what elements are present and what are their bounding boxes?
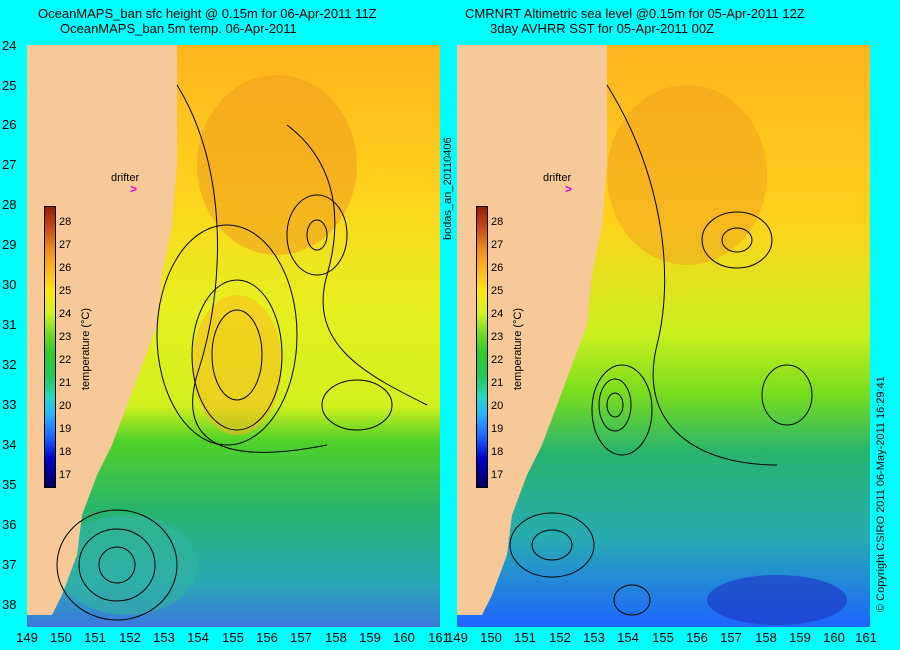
lon-tick: 160 (823, 630, 845, 645)
colorbar-tick: 27 (59, 239, 72, 251)
right-map-svg: > (457, 45, 870, 627)
colorbar-left-label: temperature (°C) (80, 307, 92, 390)
colorbar-tick: 18 (491, 446, 504, 458)
lon-tick: 157 (720, 630, 742, 645)
lon-tick: 157 (290, 630, 312, 645)
warm-current-core (197, 75, 357, 255)
colorbar-tick: 27 (491, 239, 504, 251)
colorbar-tick: 28 (59, 216, 72, 228)
lat-tick: 34 (2, 437, 17, 452)
lon-tick: 155 (222, 630, 244, 645)
lon-tick: 153 (583, 630, 605, 645)
lat-tick: 37 (2, 557, 17, 572)
cool-eddy (57, 515, 197, 615)
lat-tick: 38 (2, 597, 17, 612)
left-title-line2: OceanMAPS_ban 5m temp. 06-Apr-2011 (60, 21, 297, 36)
left-title-line1: OceanMAPS_ban sfc height @ 0.15m for 06-… (38, 6, 377, 21)
colorbar-tick: 18 (59, 446, 72, 458)
cold-water-patch (707, 575, 847, 625)
sea-height-contours (56, 84, 428, 621)
colorbar-tick: 17 (491, 469, 504, 481)
drifter-label-right: drifter (543, 172, 572, 184)
lon-tick: 153 (153, 630, 175, 645)
colorbar-tick: 28 (491, 216, 504, 228)
lat-tick: 31 (2, 317, 17, 332)
lat-tick: 27 (2, 157, 17, 172)
lat-tick: 35 (2, 477, 17, 492)
land-mass (457, 45, 607, 615)
lon-tick: 156 (256, 630, 278, 645)
lon-tick: 156 (686, 630, 708, 645)
colorbar-right-label: temperature (°C) (512, 307, 524, 390)
drifter-marker-left: > (130, 182, 137, 196)
lon-tick: 158 (755, 630, 777, 645)
sea-level-contours (509, 84, 813, 616)
colorbar-tick: 24 (491, 308, 504, 320)
lat-tick: 29 (2, 237, 17, 252)
lon-tick: 158 (325, 630, 347, 645)
lon-tick: 150 (480, 630, 502, 645)
right-map-panel: > (457, 45, 870, 627)
colorbar-tick: 21 (491, 377, 504, 389)
lat-tick: 33 (2, 397, 17, 412)
colorbar-tick: 23 (59, 331, 72, 343)
colorbar-tick: 17 (59, 469, 72, 481)
land-mass (27, 45, 177, 615)
drifter-marker-right: > (565, 182, 572, 196)
lon-tick: 154 (187, 630, 209, 645)
left-map-panel: > (27, 45, 440, 627)
lon-tick: 154 (617, 630, 639, 645)
lon-tick: 151 (514, 630, 536, 645)
colorbar-tick: 19 (59, 423, 72, 435)
colorbar-tick: 21 (59, 377, 72, 389)
lon-tick: 155 (652, 630, 674, 645)
lon-tick: 152 (119, 630, 141, 645)
lon-tick: 159 (359, 630, 381, 645)
analysis-run-label: bodas_an_20110406 (442, 137, 454, 240)
colorbar-right (476, 206, 488, 488)
lon-tick: 160 (393, 630, 415, 645)
colorbar-tick: 26 (59, 262, 72, 274)
lat-tick: 25 (2, 78, 17, 93)
warm-eddy (192, 295, 282, 435)
colorbar-tick: 20 (491, 400, 504, 412)
colorbar-tick: 20 (59, 400, 72, 412)
lon-tick: 152 (549, 630, 571, 645)
lon-tick: 150 (50, 630, 72, 645)
colorbar-tick: 24 (59, 308, 72, 320)
lat-tick: 36 (2, 517, 17, 532)
lon-tick: 161 (855, 630, 877, 645)
colorbar-tick: 22 (491, 354, 504, 366)
colorbar-tick: 23 (491, 331, 504, 343)
lon-tick: 149 (446, 630, 468, 645)
left-map-svg: > (27, 45, 440, 627)
lon-tick: 151 (84, 630, 106, 645)
lon-tick: 161 (428, 630, 450, 645)
colorbar-tick: 25 (491, 285, 504, 297)
colorbar-tick: 19 (491, 423, 504, 435)
lat-tick: 24 (2, 38, 17, 53)
lat-tick: 28 (2, 197, 17, 212)
right-title-line2: 3day AVHRR SST for 05-Apr-2011 00Z (490, 21, 714, 36)
lon-tick: 159 (789, 630, 811, 645)
lat-tick: 30 (2, 277, 17, 292)
drifter-label-left: drifter (111, 172, 140, 184)
colorbar-tick: 25 (59, 285, 72, 297)
colorbar-tick: 22 (59, 354, 72, 366)
lat-tick: 26 (2, 117, 17, 132)
colorbar-tick: 26 (491, 262, 504, 274)
right-title-line1: CMRNRT Altimetric sea level @0.15m for 0… (465, 6, 805, 21)
lon-tick: 149 (16, 630, 38, 645)
warm-current-core (607, 85, 767, 265)
copyright-label: © Copyright CSIRO 2011 06-May-2011 16:29… (875, 376, 887, 612)
colorbar-left (44, 206, 56, 488)
lat-tick: 32 (2, 357, 17, 372)
